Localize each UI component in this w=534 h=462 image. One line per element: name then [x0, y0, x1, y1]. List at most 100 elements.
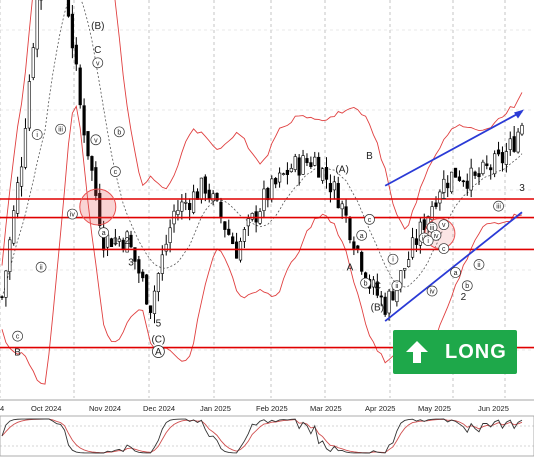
candle-body — [403, 267, 407, 271]
candle-body — [117, 238, 121, 242]
up-arrow-icon — [406, 341, 428, 363]
candle-body — [176, 210, 180, 215]
candle-body — [184, 201, 188, 204]
wave-label: iv — [430, 289, 436, 296]
candle-body — [78, 67, 82, 106]
candle-body — [453, 167, 458, 178]
candle-body — [313, 156, 317, 166]
wave-label-ring — [438, 219, 450, 231]
candle-body — [207, 189, 211, 199]
candle-body — [164, 243, 168, 252]
wave-label-ring — [356, 229, 368, 241]
wave-label-ring — [364, 214, 375, 225]
wave-label: iv — [433, 233, 439, 240]
wave-label: a — [102, 230, 106, 237]
wave-label: A — [155, 347, 162, 358]
candle-body — [344, 206, 348, 216]
candle-body — [19, 166, 24, 187]
candle-body — [500, 152, 505, 164]
candle-body — [109, 238, 114, 248]
candle-body — [74, 44, 78, 65]
candle-body — [211, 193, 215, 202]
candle-body — [383, 296, 387, 315]
oscillator-main — [1, 418, 523, 454]
candle-body — [246, 218, 250, 227]
candle-body — [82, 105, 86, 136]
wave-label: C — [374, 281, 381, 292]
candle-body — [422, 219, 426, 230]
channel-arrowhead — [514, 109, 524, 119]
candle-body — [70, 13, 74, 49]
wave-label: B — [366, 151, 373, 162]
candle-body — [250, 213, 254, 220]
wave-label: 1 — [113, 236, 119, 247]
wave-label-ring — [12, 330, 23, 342]
candle-body — [407, 259, 411, 267]
highlight-circle — [79, 188, 117, 226]
long-signal-badge: LONG — [393, 330, 517, 374]
candle-body — [332, 181, 336, 191]
wave-label-ring — [473, 259, 485, 270]
bollinger-upper — [1, 0, 523, 266]
candle-body — [496, 149, 501, 155]
wave-label: v — [442, 222, 446, 229]
candle-body — [180, 201, 184, 212]
x-tick-label: Dec 2024 — [143, 404, 175, 413]
candle-body — [442, 178, 446, 194]
candle-body — [8, 239, 12, 272]
wave-label: 1 — [441, 191, 447, 202]
candle-body — [281, 173, 286, 175]
uptrend-channel — [384, 109, 524, 322]
x-tick-label: Jun 2025 — [478, 404, 509, 413]
wave-label: c — [16, 334, 20, 341]
candle-body — [434, 202, 438, 207]
candle-body — [379, 295, 383, 298]
oscillator-signal — [1, 418, 523, 454]
candle-body — [227, 228, 231, 235]
wave-label: 2 — [461, 292, 467, 303]
candle-body — [86, 131, 90, 157]
wave-label: c — [114, 169, 118, 176]
wave-label-ring — [450, 267, 461, 278]
x-tick-label: Feb 2025 — [256, 404, 288, 413]
candle-body — [375, 281, 379, 296]
candle-body — [145, 274, 149, 305]
candle-body — [465, 180, 469, 189]
wave-label: i — [392, 257, 394, 264]
candle-body — [430, 206, 434, 221]
wave-label-ring — [31, 129, 43, 140]
wave-label: (A) — [335, 164, 348, 175]
candle-body — [461, 180, 465, 183]
candle-body — [215, 192, 219, 201]
wave-label-ring — [430, 229, 442, 241]
wave-label: i — [36, 132, 38, 139]
wave-label: iii — [496, 204, 501, 211]
candle-body — [481, 161, 485, 174]
candle-body — [285, 169, 290, 175]
wave-label: c — [368, 217, 372, 224]
candle-body — [410, 237, 415, 258]
candle-body — [148, 305, 153, 313]
candle-body — [504, 151, 508, 165]
candle-body — [191, 191, 196, 213]
wave-label-ring — [55, 123, 66, 135]
candle-body — [477, 173, 481, 178]
candle-body — [297, 157, 301, 176]
candle-body — [199, 177, 203, 200]
candle-body — [94, 167, 98, 196]
candle-body — [485, 163, 489, 166]
candle-body — [293, 156, 297, 170]
channel-lower — [384, 211, 523, 322]
candle-body — [371, 279, 376, 288]
wave-label: iv — [70, 212, 76, 219]
wave-label: ii — [40, 265, 44, 272]
candle-body — [141, 271, 145, 279]
wave-label-ring — [360, 277, 371, 289]
candle-body — [309, 162, 313, 167]
candle-body — [520, 125, 524, 135]
candle-body — [457, 176, 462, 181]
candle-body — [340, 203, 344, 210]
candle-body — [16, 182, 20, 214]
channel-upper — [384, 110, 523, 187]
